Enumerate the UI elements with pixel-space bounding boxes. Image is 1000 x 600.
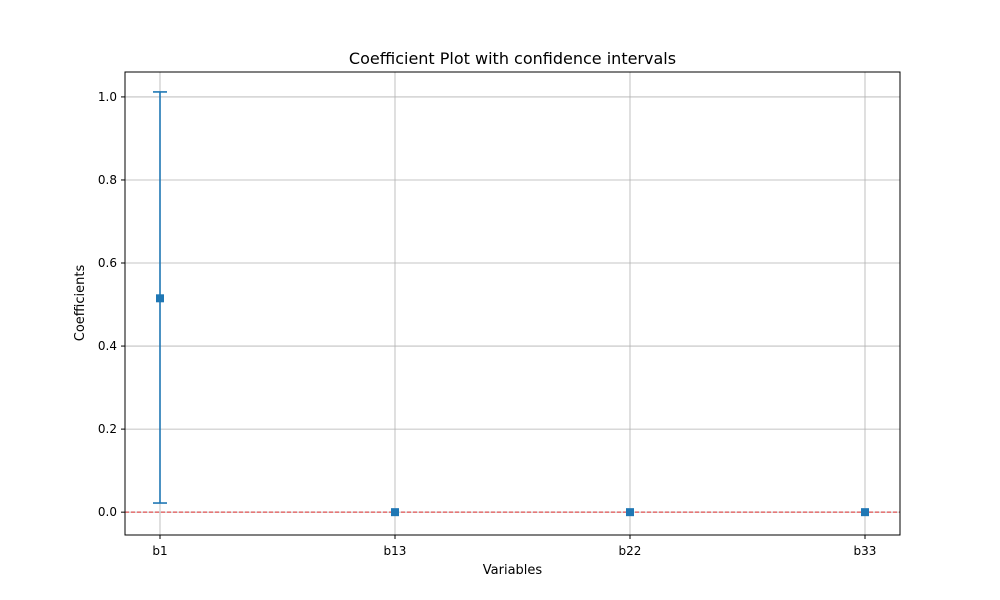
- y-axis-ticks: 0.0 0.2 0.4 0.6 0.8 1.0: [98, 90, 125, 519]
- y-tick-label: 0.6: [98, 256, 117, 270]
- point-b1: [156, 294, 164, 303]
- y-axis-label: Coefficients: [73, 265, 88, 342]
- data-points: [156, 294, 869, 517]
- chart-title: Coefficient Plot with confidence interva…: [349, 49, 676, 68]
- y-tick-label: 0.4: [98, 339, 117, 353]
- plot-frame: [124, 71, 901, 536]
- y-tick-label: 0.2: [98, 422, 117, 436]
- x-tick-label: b22: [619, 544, 642, 558]
- grid: [125, 72, 900, 535]
- x-axis-label: Variables: [483, 563, 543, 578]
- point-b33: [861, 508, 869, 517]
- x-tick-label: b1: [152, 544, 167, 558]
- y-tick-label: 1.0: [98, 90, 117, 104]
- point-b13: [391, 508, 399, 517]
- point-b22: [626, 508, 634, 517]
- y-tick-label: 0.0: [98, 505, 117, 519]
- y-tick-label: 0.8: [98, 173, 117, 187]
- x-tick-label: b33: [854, 544, 877, 558]
- x-axis-ticks: b1 b13 b22 b33: [152, 535, 876, 558]
- x-tick-label: b13: [384, 544, 407, 558]
